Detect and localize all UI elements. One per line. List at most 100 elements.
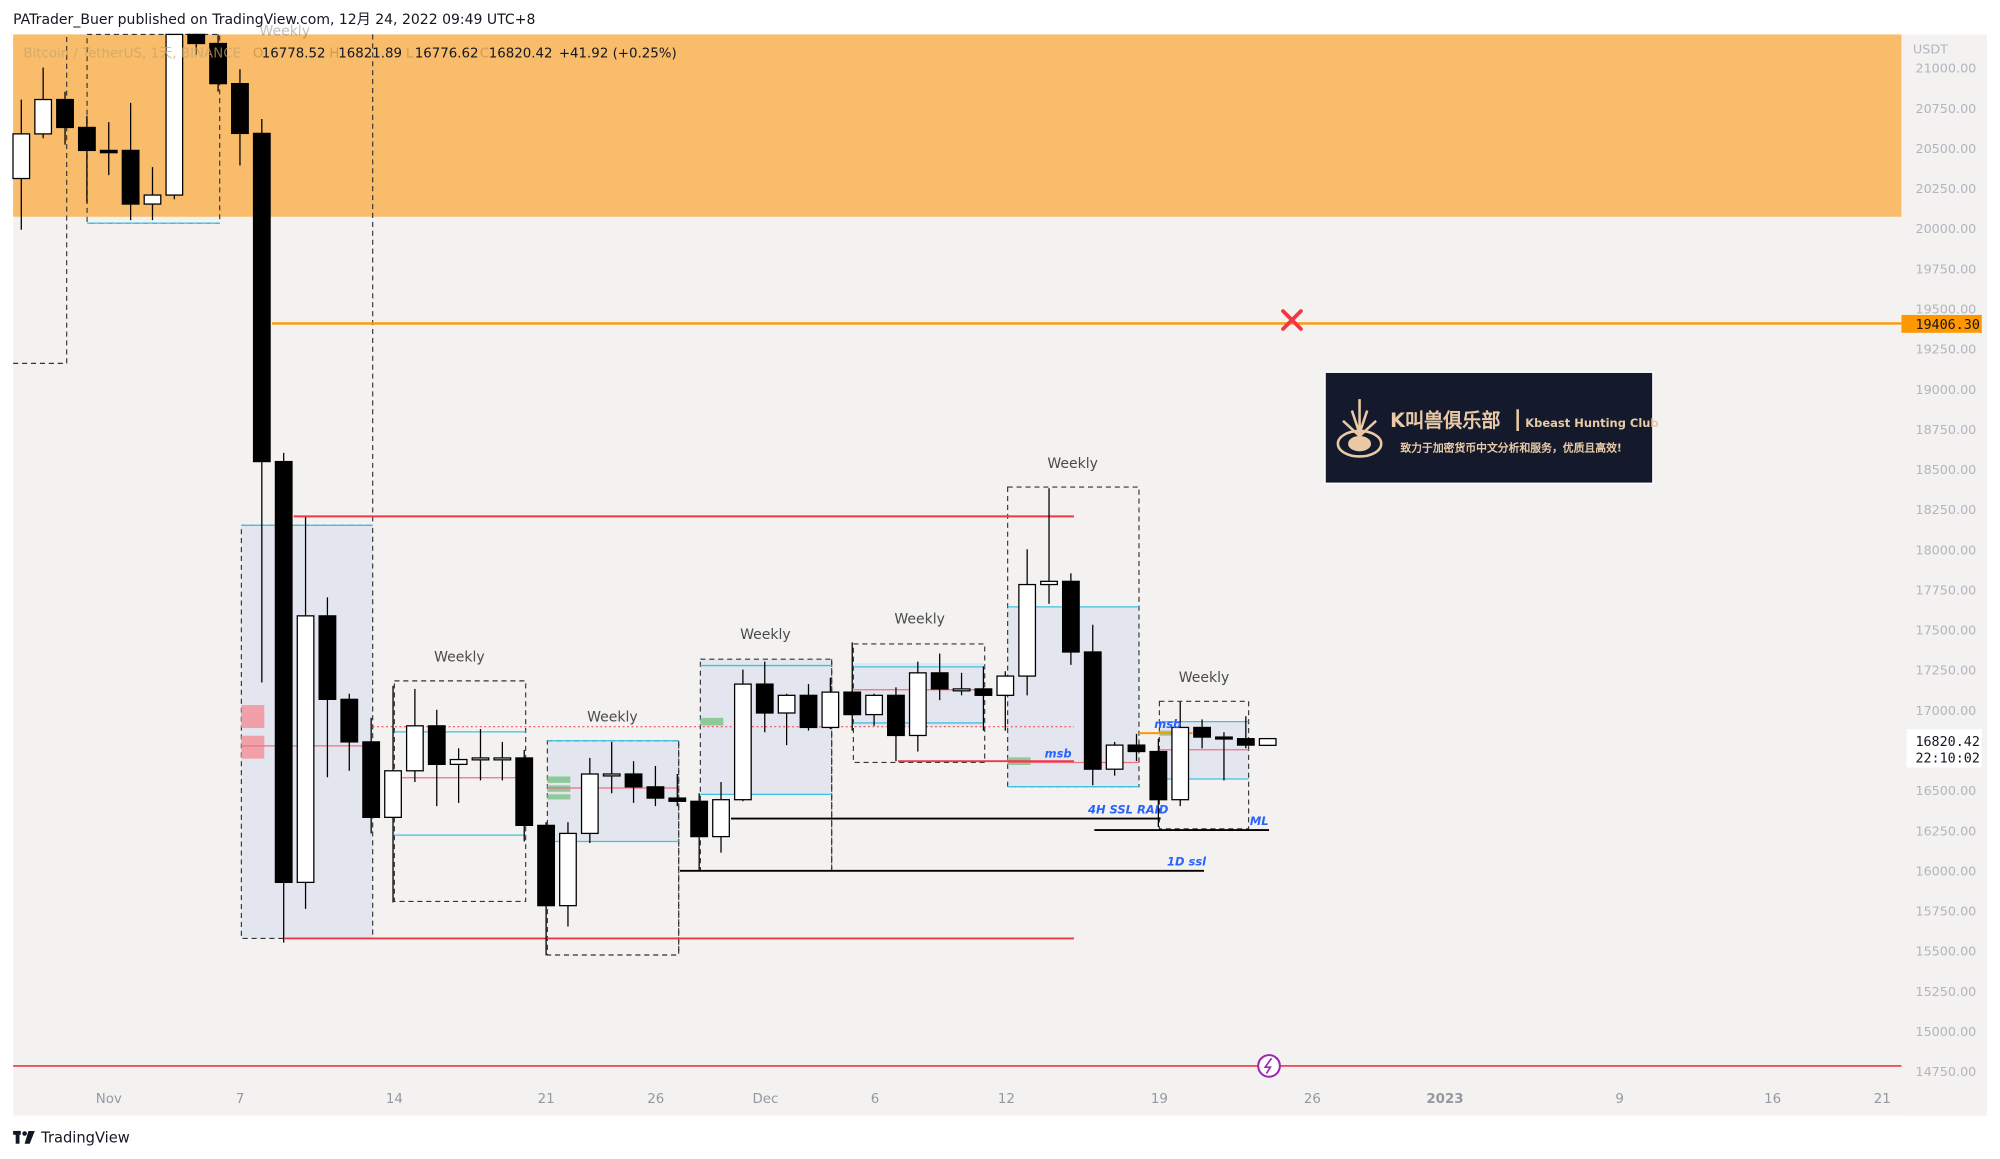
candle xyxy=(690,793,709,871)
candle xyxy=(493,741,512,781)
price-tick: 16250.00 xyxy=(1915,824,1976,839)
candle-body xyxy=(252,132,271,463)
candle-body xyxy=(843,691,862,716)
candle xyxy=(12,99,31,230)
candle-body xyxy=(1127,744,1146,753)
time-tick: 21 xyxy=(1874,1092,1891,1107)
candle-body xyxy=(34,98,53,135)
candle xyxy=(1061,573,1080,665)
bar-countdown: 22:10:02 xyxy=(1915,751,1979,766)
candle xyxy=(1149,738,1168,827)
candle xyxy=(1083,624,1102,786)
candle xyxy=(231,69,249,166)
candle-body xyxy=(537,824,556,907)
candle xyxy=(821,677,840,730)
price-tick: 19250.00 xyxy=(1915,343,1976,358)
candle xyxy=(712,782,730,853)
candle xyxy=(56,91,74,145)
candle xyxy=(296,517,315,909)
weekly-label: Weekly xyxy=(1047,456,1098,472)
candle xyxy=(777,693,796,746)
candle-body xyxy=(1171,726,1190,801)
weekly-label: Weekly xyxy=(587,710,638,726)
candle xyxy=(580,757,599,844)
candle xyxy=(1040,488,1058,604)
candle-body xyxy=(77,126,96,152)
time-tick: 9 xyxy=(1615,1092,1624,1107)
candle xyxy=(733,669,752,802)
price-tick: 16000.00 xyxy=(1915,864,1976,879)
symbol-label[interactable]: Bitcoin / TetherUS, 1天, BINANCE xyxy=(23,46,241,61)
candle-body xyxy=(56,98,74,129)
price-tick: 17000.00 xyxy=(1915,704,1976,719)
candle-body xyxy=(1236,738,1255,746)
candle xyxy=(362,717,381,834)
price-tick: 20000.00 xyxy=(1915,222,1976,237)
close-label: C xyxy=(480,46,489,61)
candle-body xyxy=(887,694,905,737)
watermark-slogan: 致力于加密货币中文分析和服务，优质且高效! xyxy=(1400,440,1621,454)
candle-body xyxy=(821,691,840,729)
candle xyxy=(143,167,162,221)
candle-body xyxy=(777,694,796,714)
candle xyxy=(405,688,424,783)
candle-body xyxy=(755,683,774,714)
candle-body xyxy=(712,799,730,838)
candle-body xyxy=(1061,580,1080,653)
close-value: 16820.42 xyxy=(489,46,553,61)
weekly-label: Weekly xyxy=(894,611,945,627)
low-label: L xyxy=(406,46,414,61)
candle-body xyxy=(340,698,359,743)
candle xyxy=(1215,732,1233,781)
watermark-title-cn: K叫兽俱乐部 xyxy=(1390,409,1500,432)
candle xyxy=(624,761,643,803)
price-tick: 18750.00 xyxy=(1915,423,1976,438)
time-axis[interactable]: Nov 7 14 21 26 Dec 6 12 19 26 2023 9 16 21 xyxy=(96,1092,1891,1107)
candle-body xyxy=(580,773,599,835)
price-tick: 19500.00 xyxy=(1915,303,1976,318)
time-tick: 12 xyxy=(998,1092,1015,1107)
candle-body xyxy=(908,672,927,737)
candle-body xyxy=(1149,750,1168,801)
candle xyxy=(121,102,140,221)
candle-body xyxy=(143,194,162,205)
candle xyxy=(209,34,228,92)
candle-body xyxy=(231,82,249,135)
footer-brand[interactable]: TradingView xyxy=(40,1129,130,1146)
candle-body xyxy=(1258,737,1277,746)
price-tick: 16500.00 xyxy=(1915,784,1976,799)
price-axis[interactable] xyxy=(1901,34,1987,1116)
candle-body xyxy=(449,758,468,766)
price-tick: 21000.00 xyxy=(1915,62,1976,77)
price-tick: 18250.00 xyxy=(1915,503,1976,518)
candle-body xyxy=(930,672,949,690)
time-tick: 7 xyxy=(236,1092,245,1107)
time-tick: 26 xyxy=(647,1092,664,1107)
last-price-label: 16820.42 xyxy=(1915,735,1979,750)
candle-body xyxy=(384,770,402,818)
green-zone xyxy=(700,717,724,726)
ssl-1d-label: 1D ssl xyxy=(1167,855,1207,869)
candle xyxy=(1105,741,1124,776)
pink-zone xyxy=(241,735,265,759)
time-tick: 6 xyxy=(871,1092,880,1107)
price-tick: 15250.00 xyxy=(1915,985,1976,1000)
candle-body xyxy=(405,725,424,772)
lightning-event-icon[interactable] xyxy=(1257,1054,1281,1078)
candle xyxy=(799,684,818,731)
candle xyxy=(318,597,337,778)
tradingview-logo-icon xyxy=(13,1130,35,1144)
level-price-label: 19406.30 xyxy=(1915,318,1979,333)
msb-label: msb xyxy=(1154,717,1181,731)
open-label: O xyxy=(253,46,264,61)
candle xyxy=(449,748,468,803)
candle xyxy=(908,661,927,752)
candle-body xyxy=(121,149,140,205)
pink-zone xyxy=(241,705,265,729)
time-tick: 19 xyxy=(1151,1092,1168,1107)
candle-body xyxy=(362,741,381,818)
kbeast-logo-icon xyxy=(1336,399,1383,458)
weekly-label: Weekly xyxy=(434,650,485,666)
candle xyxy=(427,709,446,807)
